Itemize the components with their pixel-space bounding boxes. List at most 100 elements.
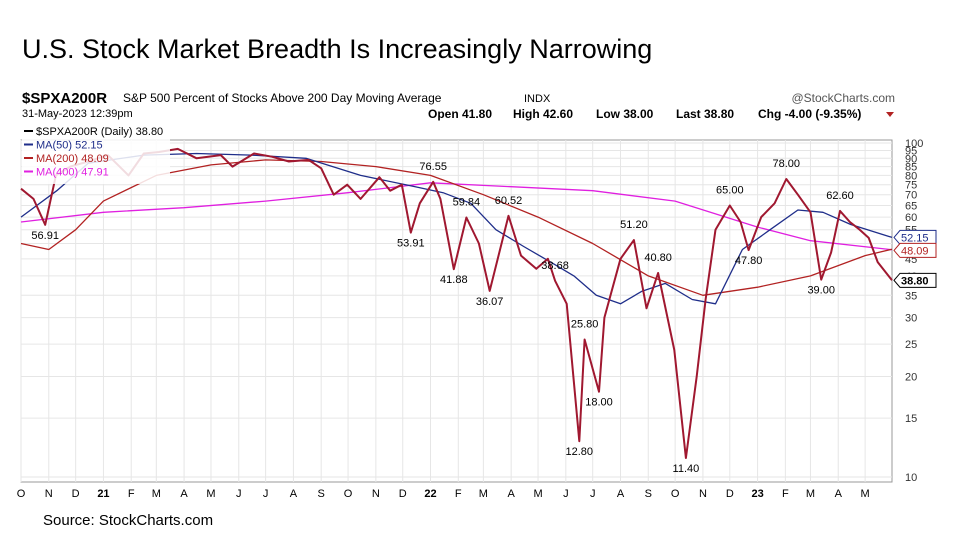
last-value-tag-label: 52.15 [901, 232, 929, 244]
x-tick-label: O [671, 488, 680, 500]
last-value-tag [893, 272, 937, 288]
slide-title: U.S. Stock Market Breadth Is Increasingl… [22, 34, 653, 64]
data-label: 51.20 [620, 219, 648, 231]
x-tick-label: D [72, 488, 80, 500]
data-label: 39.00 [807, 285, 835, 297]
quote-high: High 42.60 [513, 107, 573, 121]
ma400-line [20, 182, 893, 251]
data-label: 76.55 [419, 161, 447, 173]
x-tick-label: O [344, 488, 353, 500]
legend-label: $SPXA200R (Daily) 38.80 [36, 126, 163, 138]
last-value-tag-label: 48.09 [901, 245, 929, 257]
x-tick-label: M [206, 488, 215, 500]
y-tick-label: 20 [905, 371, 917, 383]
data-label: 65.00 [716, 184, 744, 196]
data-label: 36.07 [476, 296, 504, 308]
x-tick-label: J [236, 488, 242, 500]
x-tick-label: A [507, 488, 515, 500]
x-tick-label: A [290, 488, 298, 500]
chart-date: 31-May-2023 12:39pm [22, 108, 133, 120]
x-tick-label: O [17, 488, 26, 500]
x-tick-label: A [617, 488, 625, 500]
data-label: 78.00 [772, 158, 800, 170]
y-tick-label: 75 [905, 180, 917, 192]
x-tick-label: N [372, 488, 380, 500]
chart-brand: @StockCharts.com [791, 91, 895, 105]
chart-header: $SPXA200R S&P 500 Percent of Stocks Abov… [22, 90, 895, 121]
chart-symbol: $SPXA200R [22, 90, 107, 107]
y-tick-label: 95 [905, 145, 917, 157]
x-tick-label: M [152, 488, 161, 500]
quote-change: Chg -4.00 (-9.35%) [758, 107, 861, 121]
y-tick-label: 10 [905, 472, 917, 484]
legend-box [22, 124, 170, 184]
x-tick-label: D [726, 488, 734, 500]
x-tick-label: A [835, 488, 843, 500]
x-tick-label: 23 [751, 488, 763, 500]
data-label: 47.80 [735, 255, 763, 267]
x-tick-label: N [699, 488, 707, 500]
x-tick-label: M [533, 488, 542, 500]
y-tick-label: 70 [905, 190, 917, 202]
down-arrow-icon [886, 112, 894, 117]
data-label: 18.00 [585, 397, 613, 409]
data-label: 38.68 [541, 260, 569, 272]
y-tick-label: 100 [905, 138, 923, 150]
legend-label: MA(400) 47.91 [36, 167, 109, 179]
data-label: 60.52 [495, 195, 523, 207]
x-tick-label: 21 [97, 488, 109, 500]
x-axis: O N D 21 F M A M J J A S O N D 22 F M A M J J A S O N D 23 F M A M [17, 488, 870, 500]
x-tick-label: J [590, 488, 596, 500]
x-tick-label: J [263, 488, 269, 500]
x-tick-label: D [399, 488, 407, 500]
x-tick-label: S [318, 488, 325, 500]
y-tick-label: 35 [905, 290, 917, 302]
data-label: 53.91 [397, 238, 425, 250]
data-label: 25.80 [571, 319, 599, 331]
legend: $SPXA200R (Daily) 38.80 MA(50) 52.15MA(20… [22, 124, 170, 184]
x-tick-label: J [563, 488, 569, 500]
quote-low: Low 38.00 [596, 107, 654, 121]
legend-label: MA(50) 52.15 [36, 140, 103, 152]
x-tick-label: F [128, 488, 135, 500]
y-tick-label: 65 [905, 200, 917, 212]
series [20, 147, 893, 459]
data-label: 11.40 [673, 463, 700, 475]
plot-frame [20, 139, 893, 483]
x-tick-label: M [806, 488, 815, 500]
price-line [20, 147, 893, 459]
ma50-line [20, 152, 893, 305]
data-label: 59.84 [453, 196, 481, 208]
x-tick-label: 22 [424, 488, 436, 500]
last-value-tag-label: 38.80 [901, 275, 929, 287]
data-label: 12.80 [565, 446, 593, 458]
y-tick-label: 25 [905, 339, 917, 351]
x-tick-label: S [645, 488, 652, 500]
y-tick-label: 90 [905, 153, 917, 165]
y-tick-label: 30 [905, 313, 917, 325]
quote-last: Last 38.80 [676, 107, 734, 121]
x-tick-label: F [782, 488, 789, 500]
source-note: Source: StockCharts.com [43, 512, 214, 529]
x-tick-label: M [861, 488, 870, 500]
x-tick-label: A [180, 488, 188, 500]
y-tick-label: 85 [905, 162, 917, 174]
grid [20, 140, 892, 482]
x-tick-label: M [479, 488, 488, 500]
x-tick-label: F [455, 488, 462, 500]
data-label: 62.60 [826, 190, 854, 202]
x-tick-label: N [45, 488, 53, 500]
data-label: 56.91 [31, 230, 59, 242]
chart-exchange: INDX [524, 93, 551, 105]
legend-label: MA(200) 48.09 [36, 153, 109, 165]
annotations: 56.91 53.91 76.55 41.88 59.84 36.07 60.52 38.68… [31, 158, 853, 475]
quote-open: Open 41.80 [428, 107, 492, 121]
ma200-line [20, 159, 893, 296]
data-label: 41.88 [440, 274, 468, 286]
y-tick-label: 80 [905, 170, 917, 182]
last-value-tag [893, 242, 937, 258]
data-label: 40.80 [644, 252, 672, 264]
chart-description: S&P 500 Percent of Stocks Above 200 Day … [123, 91, 442, 105]
